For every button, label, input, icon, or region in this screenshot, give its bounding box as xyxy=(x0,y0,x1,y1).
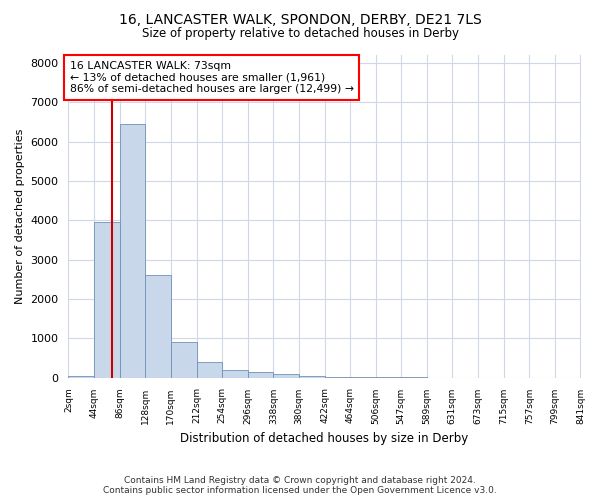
Bar xyxy=(197,362,222,378)
Bar xyxy=(171,342,197,378)
Text: 16, LANCASTER WALK, SPONDON, DERBY, DE21 7LS: 16, LANCASTER WALK, SPONDON, DERBY, DE21… xyxy=(119,12,481,26)
Bar xyxy=(299,376,325,378)
X-axis label: Distribution of detached houses by size in Derby: Distribution of detached houses by size … xyxy=(181,432,469,445)
Text: 16 LANCASTER WALK: 73sqm
← 13% of detached houses are smaller (1,961)
86% of sem: 16 LANCASTER WALK: 73sqm ← 13% of detach… xyxy=(70,61,353,94)
Bar xyxy=(94,222,119,378)
Bar xyxy=(248,372,274,378)
Bar xyxy=(325,377,350,378)
Y-axis label: Number of detached properties: Number of detached properties xyxy=(15,128,25,304)
Bar xyxy=(145,276,171,378)
Text: Size of property relative to detached houses in Derby: Size of property relative to detached ho… xyxy=(142,28,458,40)
Bar xyxy=(222,370,248,378)
Bar xyxy=(68,376,94,378)
Bar xyxy=(119,124,145,378)
Bar xyxy=(274,374,299,378)
Text: Contains HM Land Registry data © Crown copyright and database right 2024.
Contai: Contains HM Land Registry data © Crown c… xyxy=(103,476,497,495)
